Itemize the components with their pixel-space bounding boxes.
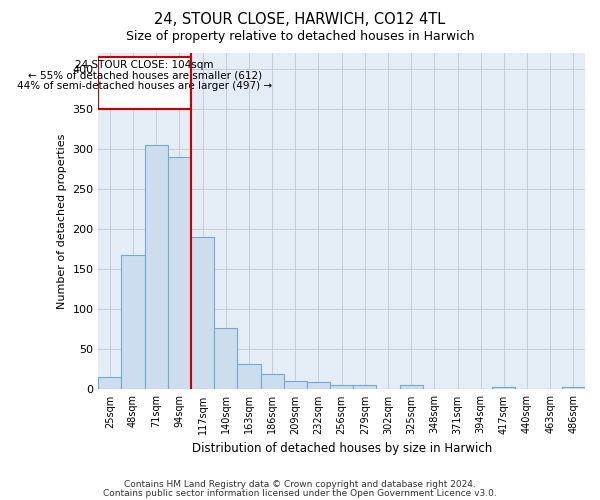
Bar xyxy=(260,374,284,390)
Bar xyxy=(307,382,330,390)
Text: Contains HM Land Registry data © Crown copyright and database right 2024.: Contains HM Land Registry data © Crown c… xyxy=(124,480,476,489)
Text: 24 STOUR CLOSE: 104sqm: 24 STOUR CLOSE: 104sqm xyxy=(76,60,214,70)
Bar xyxy=(121,254,145,390)
Text: Contains public sector information licensed under the Open Government Licence v3: Contains public sector information licen… xyxy=(103,488,497,498)
X-axis label: Distribution of detached houses by size in Harwich: Distribution of detached houses by size … xyxy=(191,442,492,455)
Bar xyxy=(214,328,238,390)
Bar xyxy=(330,386,353,390)
Y-axis label: Number of detached properties: Number of detached properties xyxy=(57,134,67,308)
Bar xyxy=(145,145,168,390)
Text: 24, STOUR CLOSE, HARWICH, CO12 4TL: 24, STOUR CLOSE, HARWICH, CO12 4TL xyxy=(154,12,446,28)
Bar xyxy=(238,364,260,390)
Bar xyxy=(191,237,214,390)
Bar xyxy=(168,157,191,390)
Text: 44% of semi-detached houses are larger (497) →: 44% of semi-detached houses are larger (… xyxy=(17,82,272,92)
Bar xyxy=(562,387,585,390)
Text: Size of property relative to detached houses in Harwich: Size of property relative to detached ho… xyxy=(126,30,474,43)
Bar xyxy=(98,378,121,390)
Bar xyxy=(98,56,191,110)
Bar xyxy=(284,382,307,390)
Bar xyxy=(353,384,376,390)
Bar xyxy=(492,387,515,390)
Text: ← 55% of detached houses are smaller (612): ← 55% of detached houses are smaller (61… xyxy=(28,71,262,81)
Bar xyxy=(400,386,423,390)
